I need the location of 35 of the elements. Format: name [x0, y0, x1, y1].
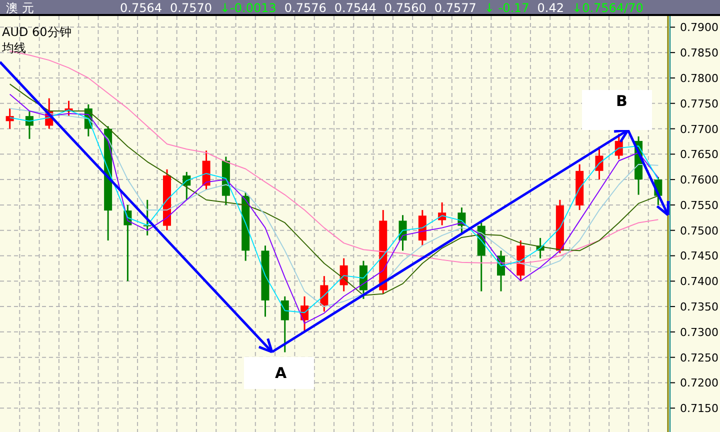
candlestick — [320, 275, 328, 312]
y-tick-label: 0.7150 — [680, 402, 718, 416]
y-tick-label: 0.7350 — [680, 300, 718, 314]
y-tick-label: 0.7850 — [680, 46, 718, 60]
y-tick-label: 0.7450 — [680, 250, 718, 263]
y-tick-label: 0.7700 — [680, 122, 718, 136]
y-tick-label: 0.7600 — [680, 174, 718, 187]
annotation: 均线 — [1, 41, 26, 55]
y-tick-label: 0.7250 — [680, 351, 718, 364]
y-tick-label: 0.7200 — [680, 376, 718, 390]
y-tick-label: 0.7650 — [680, 148, 718, 162]
chart-title: 澳 元 — [6, 1, 34, 15]
text: 0.7560 — [384, 1, 426, 15]
y-tick-label: 0.7300 — [680, 326, 718, 339]
text: ↓-0.0013 — [220, 1, 276, 15]
y-tick-label: 0.7400 — [680, 275, 718, 288]
y-tick-label: 0.7900 — [680, 21, 718, 34]
text: ↓0.7564/70 — [572, 1, 644, 15]
text: AUD 60分钟 — [2, 25, 72, 39]
y-tick-label: 0.7750 — [680, 97, 718, 110]
text: 0.7564 — [120, 1, 162, 15]
annotation: B — [616, 92, 628, 110]
text: 0.7576 — [284, 1, 326, 15]
candlestick — [595, 146, 604, 180]
text: 0.7570 — [170, 1, 212, 15]
y-tick-label: 0.7800 — [680, 72, 718, 85]
text: 0.7577 — [434, 1, 476, 15]
text: 0.42 — [537, 1, 564, 15]
y-tick-label: 0.7500 — [680, 224, 718, 238]
candlestick — [280, 296, 289, 354]
annotation: A — [275, 364, 287, 382]
y-tick-label: 0.7550 — [680, 198, 718, 212]
candlestick — [143, 199, 152, 236]
text: ↓ -0.17 — [484, 1, 530, 15]
text: 0.7544 — [334, 1, 376, 15]
